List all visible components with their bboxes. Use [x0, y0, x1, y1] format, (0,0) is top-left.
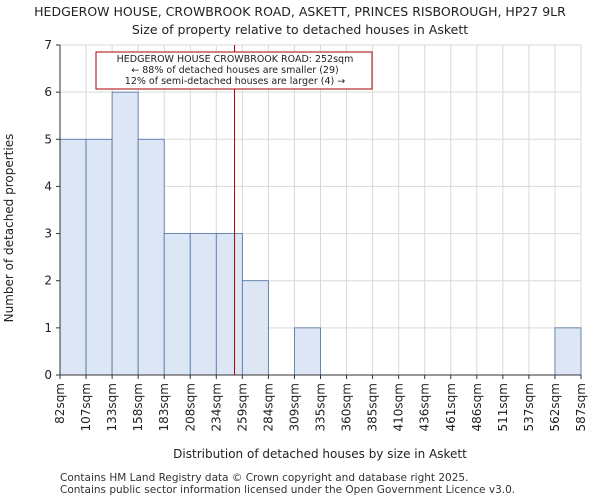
y-tick-label: 7	[44, 38, 52, 52]
y-tick-label: 0	[44, 368, 52, 382]
y-tick-label: 2	[44, 274, 52, 288]
axes-group	[56, 44, 582, 379]
attribution-line-1: Contains HM Land Registry data © Crown c…	[60, 472, 469, 484]
x-tick-label: 259sqm	[235, 383, 249, 431]
x-tick-label: 436sqm	[418, 383, 432, 431]
y-tick-label: 3	[44, 227, 52, 241]
x-tick-labels: 82sqm 107sqm 133sqm 158sqm 183sqm 208sqm 234sq…	[53, 383, 588, 431]
attribution-line-2: Contains public sector information licen…	[60, 484, 516, 496]
histogram-bar	[85, 138, 113, 376]
x-tick-label: 486sqm	[470, 383, 484, 431]
annotation-line-3: 12% of semi-detached houses are larger (…	[125, 76, 345, 87]
y-tick-label: 1	[44, 321, 52, 335]
bars-group	[59, 91, 582, 376]
x-tick-label: 107sqm	[79, 383, 93, 431]
histogram-bar	[59, 138, 87, 376]
x-tick-label: 461sqm	[444, 383, 458, 431]
x-tick-label: 208sqm	[183, 383, 197, 431]
histogram-bar	[111, 91, 139, 376]
histogram-bar	[137, 138, 165, 376]
histogram-bar	[189, 233, 217, 376]
x-tick-label: 158sqm	[131, 383, 145, 431]
y-tick-labels: 0 1 2 3 4 5 6 7	[44, 38, 52, 382]
chart-header: HEDGEROW HOUSE, CROWBROOK ROAD, ASKETT, …	[0, 3, 600, 39]
x-tick-label: 309sqm	[287, 383, 301, 431]
x-tick-label: 335sqm	[314, 383, 328, 431]
x-tick-label: 537sqm	[522, 383, 536, 431]
annotation-box: HEDGEROW HOUSE CROWBROOK ROAD: 252sqm ← …	[95, 51, 373, 90]
histogram-bar	[554, 327, 582, 376]
x-axis-label: Distribution of detached houses by size …	[173, 447, 467, 461]
y-tick-label: 6	[44, 85, 52, 99]
histogram-bar	[294, 327, 321, 376]
x-tick-label: 360sqm	[340, 383, 354, 431]
attribution-footer: Contains HM Land Registry data © Crown c…	[60, 472, 515, 496]
annotation-line-2: ← 88% of detached houses are smaller (29…	[131, 65, 338, 76]
y-tick-label: 4	[44, 179, 52, 193]
x-tick-label: 183sqm	[157, 383, 171, 431]
histogram-bar	[215, 233, 243, 376]
x-tick-label: 284sqm	[261, 383, 275, 431]
x-tick-label: 82sqm	[53, 383, 67, 424]
annotation-frame	[95, 51, 373, 90]
x-tick-label: 234sqm	[209, 383, 223, 431]
x-tick-label: 562sqm	[548, 383, 562, 431]
chart-subtitle: Size of property relative to detached ho…	[131, 22, 469, 37]
x-tick-label: 385sqm	[366, 383, 380, 431]
histogram-bar	[163, 233, 191, 376]
y-axis-label: Number of detached properties	[2, 134, 16, 323]
histogram-chart: 0 1 2 3 4 5 6 7 82sqm 107sqm 133sqm 158sqm 183sqm 20…	[2, 38, 588, 461]
x-tick-label: 410sqm	[392, 383, 406, 431]
x-tick-label: 511sqm	[496, 383, 510, 431]
x-tick-label: 133sqm	[105, 383, 119, 431]
x-tick-label: 587sqm	[574, 383, 588, 431]
histogram-bar	[241, 280, 269, 376]
chart-title: HEDGEROW HOUSE, CROWBROOK ROAD, ASKETT, …	[34, 4, 566, 19]
annotation-line-1: HEDGEROW HOUSE CROWBROOK ROAD: 252sqm	[117, 54, 354, 65]
y-tick-label: 5	[44, 132, 52, 146]
